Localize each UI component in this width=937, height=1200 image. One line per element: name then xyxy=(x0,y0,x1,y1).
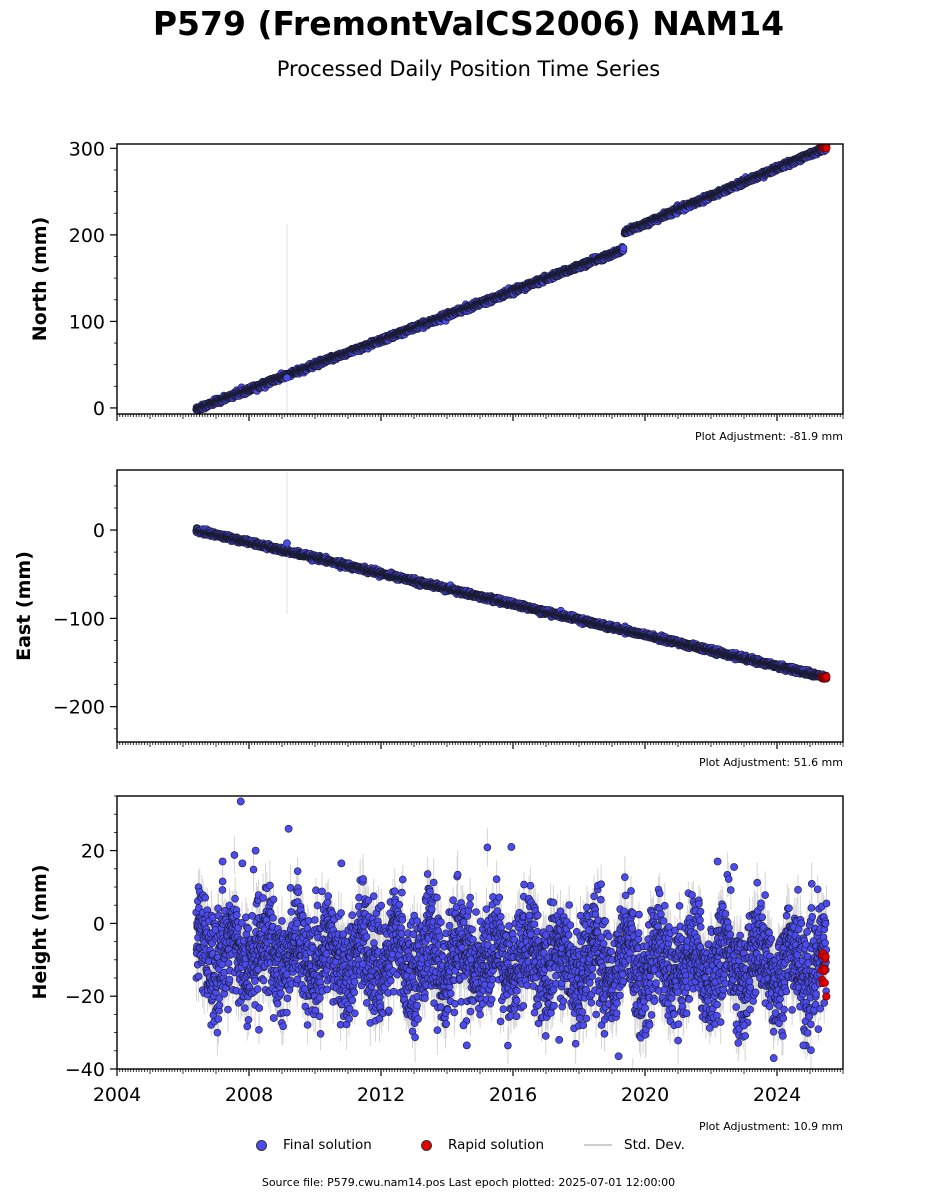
plot-adjustment-label: Plot Adjustment: -81.9 mm xyxy=(695,430,843,443)
y-axis-label: North (mm) xyxy=(29,217,51,342)
y-tick-label: 0 xyxy=(93,398,105,420)
std-dev-bars xyxy=(196,147,827,414)
rapid-point xyxy=(822,144,831,153)
data-point xyxy=(619,244,628,252)
x-ticks xyxy=(116,414,844,421)
std-dev-bars xyxy=(197,472,827,680)
final-solution-points xyxy=(192,144,831,414)
y-tick-label: 200 xyxy=(69,225,105,247)
plot-area xyxy=(192,144,831,414)
plot-area xyxy=(192,472,831,683)
y-tick-label: 300 xyxy=(69,138,105,160)
data-point xyxy=(283,373,291,382)
panel-0: 0 100 200 300 North (mm) Plot Adjustment: -81… xyxy=(29,138,844,443)
y-tick-label: 100 xyxy=(69,311,105,333)
